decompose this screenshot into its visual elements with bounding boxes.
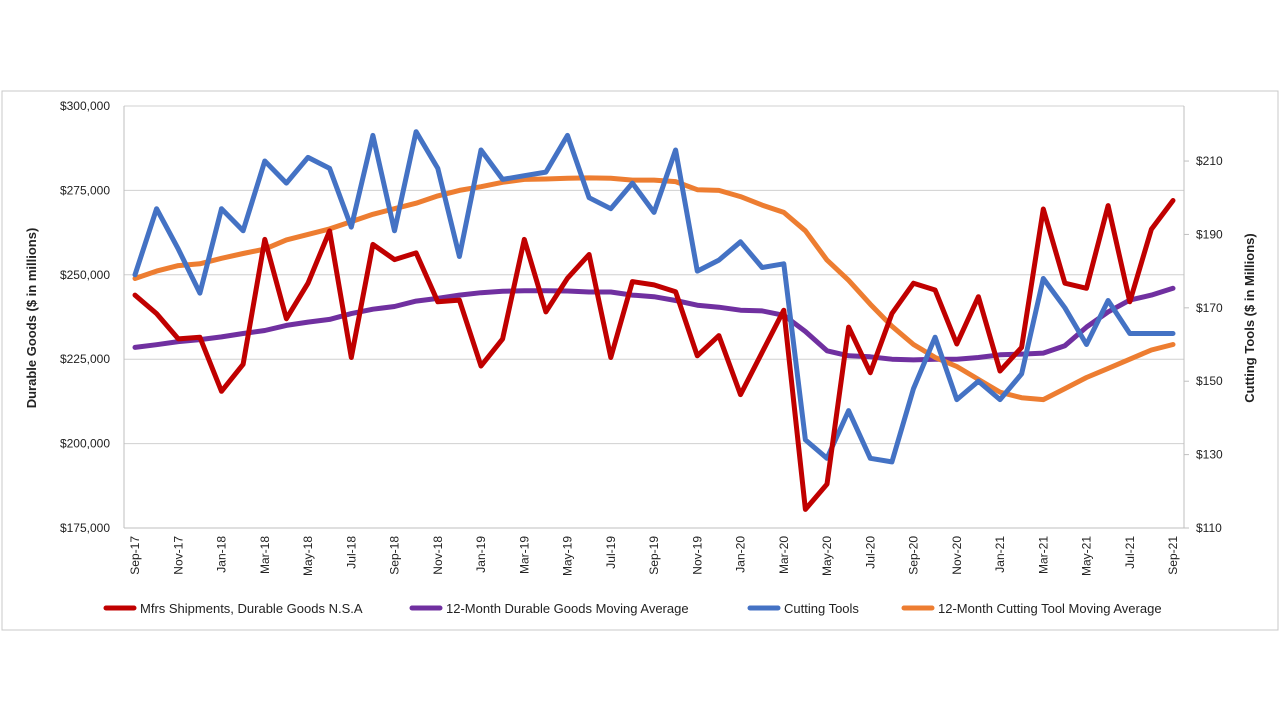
gridlines <box>123 105 1185 529</box>
x-tick-label: Mar-18 <box>258 536 272 574</box>
legend: Mfrs Shipments, Durable Goods N.S.A 12-Mo… <box>103 601 1162 616</box>
x-tick-label: Mar-19 <box>517 536 531 574</box>
x-tick-label: Mar-21 <box>1036 536 1050 574</box>
series-line-1 <box>132 285 1176 363</box>
x-tick-label: Jul-18 <box>344 536 358 569</box>
right-axis-label: Cutting Tools ($ in Millions) <box>1242 233 1257 402</box>
x-tick-label: May-18 <box>301 536 315 576</box>
left-tick-label: $250,000 <box>60 268 110 282</box>
left-axis-label: Durable Goods ($ in millions) <box>24 228 39 409</box>
x-tick-label: Nov-17 <box>171 536 185 575</box>
left-tick-label: $175,000 <box>60 521 110 535</box>
x-tick-label: May-21 <box>1080 536 1094 576</box>
right-axis-ticks: $110 $130 $150 $170 $190 $210 <box>1184 154 1223 535</box>
right-tick-label: $210 <box>1196 154 1223 168</box>
x-tick-label: Jan-20 <box>734 536 748 573</box>
left-tick-label: $200,000 <box>60 437 110 451</box>
x-tick-label: Sep-19 <box>647 536 661 575</box>
right-tick-label: $110 <box>1196 521 1222 535</box>
x-tick-label: Mar-20 <box>777 536 791 574</box>
x-tick-label: Sep-21 <box>1166 536 1180 575</box>
x-tick-label: May-20 <box>820 536 834 576</box>
x-tick-label: May-19 <box>561 536 575 576</box>
series-line-2 <box>132 129 1176 465</box>
left-tick-label: $275,000 <box>60 183 110 197</box>
series-lines <box>132 129 1176 512</box>
right-tick-label: $150 <box>1196 374 1223 388</box>
right-tick-label: $130 <box>1196 448 1223 462</box>
x-tick-label: Nov-19 <box>690 536 704 575</box>
left-axis-ticks: $175,000 $200,000 $225,000 $250,000 $275,000… <box>60 99 110 535</box>
x-tick-label: Jan-18 <box>215 536 229 573</box>
legend-label: Mfrs Shipments, Durable Goods N.S.A <box>140 601 363 616</box>
x-tick-label: Jan-21 <box>993 536 1007 573</box>
x-axis-ticks: Sep-17 Nov-17 Jan-18 Mar-18 May-18 Jul-18 Sep-… <box>128 536 1180 576</box>
series-line-0 <box>132 198 1176 512</box>
x-tick-label: Jul-21 <box>1123 536 1137 569</box>
series-line-3 <box>132 175 1176 403</box>
x-tick-label: Jan-19 <box>474 536 488 573</box>
x-tick-label: Jul-19 <box>604 536 618 569</box>
legend-label: 12-Month Cutting Tool Moving Average <box>938 601 1162 616</box>
legend-label: 12-Month Durable Goods Moving Average <box>446 601 689 616</box>
legend-label: Cutting Tools <box>784 601 859 616</box>
x-tick-label: Jul-20 <box>863 536 877 569</box>
x-tick-label: Sep-18 <box>388 536 402 575</box>
right-tick-label: $190 <box>1196 227 1223 241</box>
x-tick-label: Nov-18 <box>431 536 445 575</box>
x-tick-label: Sep-20 <box>907 536 921 575</box>
right-tick-label: $170 <box>1196 301 1223 315</box>
x-tick-label: Nov-20 <box>950 536 964 575</box>
left-tick-label: $225,000 <box>60 352 110 366</box>
x-tick-label: Sep-17 <box>128 536 142 575</box>
left-tick-label: $300,000 <box>60 99 110 113</box>
